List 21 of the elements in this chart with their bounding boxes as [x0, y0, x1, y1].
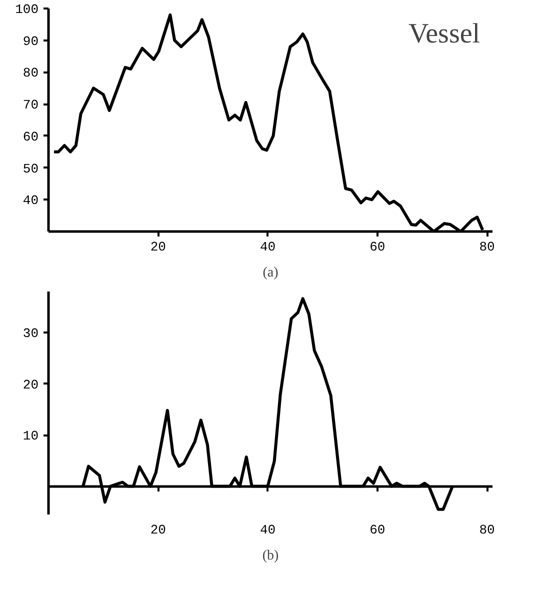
y-tick-label: 30 — [22, 326, 39, 342]
y-tick-label: 70 — [22, 98, 39, 113]
y-tick-label: 20 — [22, 377, 39, 392]
x-tick-label: 80 — [479, 240, 495, 254]
y-tick-label: 10 — [22, 428, 39, 444]
x-axis-title: (a) — [262, 266, 279, 280]
x-tick-label: 40 — [260, 522, 276, 538]
annotation: Vessel — [408, 18, 480, 50]
y-tick-label: 40 — [22, 193, 39, 208]
x-axis-title: (b) — [262, 548, 279, 564]
x-tick-label: 60 — [370, 240, 386, 254]
x-tick-label: 60 — [370, 522, 386, 538]
x-tick-label: 40 — [260, 240, 276, 254]
y-tick-label: 90 — [22, 34, 39, 49]
x-tick-label: 80 — [479, 522, 495, 538]
y-tick-label: 60 — [22, 129, 39, 144]
y-tick-label: 80 — [22, 66, 39, 81]
x-tick-label: 20 — [150, 240, 166, 254]
x-tick-label: 20 — [150, 522, 166, 538]
y-tick-label: 50 — [22, 161, 39, 176]
y-tick-label: 100 — [15, 2, 38, 17]
